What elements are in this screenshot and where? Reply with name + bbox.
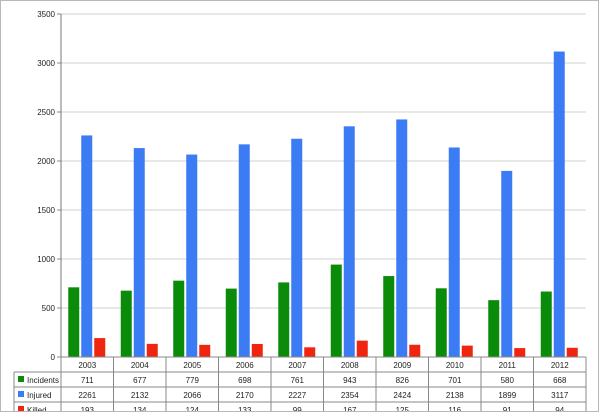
bar-incidents-2010 — [435, 288, 447, 357]
data-table-value: 134 — [133, 406, 147, 411]
bar-incidents-2008 — [330, 264, 342, 357]
data-table-value: 116 — [448, 406, 461, 411]
bar-killed-2011 — [514, 348, 526, 357]
y-tick-label: 2500 — [37, 108, 55, 117]
x-category-label: 2008 — [341, 361, 359, 370]
x-category-label: 2011 — [499, 361, 517, 370]
data-table-value: 701 — [448, 376, 462, 385]
bar-incidents-2009 — [383, 276, 395, 357]
data-table-value: 698 — [238, 376, 252, 385]
y-tick-label: 3500 — [37, 10, 55, 19]
data-table-value: 193 — [81, 406, 95, 411]
data-table-value: 2261 — [78, 391, 96, 400]
bar-killed-2009 — [409, 344, 421, 357]
data-table-value: 943 — [343, 376, 357, 385]
data-table-value: 1899 — [498, 391, 516, 400]
bar-injured-2005 — [186, 154, 198, 357]
x-category-label: 2007 — [288, 361, 306, 370]
y-tick-label: 3000 — [37, 59, 55, 68]
data-table-value: 2227 — [288, 391, 306, 400]
legend-key-incidents — [18, 376, 24, 382]
bar-injured-2007 — [291, 138, 303, 357]
x-category-label: 2003 — [78, 361, 96, 370]
data-table-value: 94 — [555, 406, 564, 411]
x-category-label: 2006 — [236, 361, 254, 370]
legend-label: Injured — [27, 391, 51, 400]
bar-killed-2003 — [94, 338, 106, 357]
data-table-value: 677 — [133, 376, 147, 385]
data-table-value: 580 — [501, 376, 515, 385]
data-table-value: 125 — [396, 406, 410, 411]
bar-incidents-2007 — [278, 282, 290, 357]
x-category-label: 2005 — [183, 361, 201, 370]
y-tick-label: 0 — [51, 353, 56, 362]
bar-injured-2010 — [448, 147, 460, 357]
data-table-value: 711 — [81, 376, 94, 385]
bar-incidents-2003 — [68, 287, 80, 357]
x-category-label: 2012 — [551, 361, 569, 370]
x-category-label: 2010 — [446, 361, 464, 370]
bar-incidents-2011 — [488, 300, 500, 357]
data-table-value: 668 — [553, 376, 567, 385]
bar-incidents-2004 — [120, 290, 132, 357]
data-table-value: 2424 — [393, 391, 411, 400]
data-table-value: 124 — [186, 406, 200, 411]
bar-killed-2010 — [461, 345, 473, 357]
bar-injured-2008 — [343, 126, 355, 357]
x-category-label: 2004 — [131, 361, 149, 370]
bar-injured-2004 — [133, 148, 145, 357]
data-table-value: 91 — [503, 406, 512, 411]
y-tick-label: 1500 — [37, 206, 55, 215]
legend-key-injured — [18, 391, 24, 397]
data-table-value: 826 — [396, 376, 410, 385]
y-tick-label: 500 — [42, 304, 56, 313]
bar-injured-2012 — [553, 51, 565, 358]
legend-key-killed — [18, 406, 24, 412]
bar-killed-2012 — [566, 347, 578, 357]
bar-killed-2008 — [356, 340, 368, 357]
data-table-value: 2138 — [446, 391, 464, 400]
data-table-value: 167 — [343, 406, 357, 411]
legend-label: Killed — [27, 406, 47, 411]
bar-killed-2004 — [146, 343, 158, 357]
y-tick-label: 2000 — [37, 157, 55, 166]
data-table-value: 133 — [238, 406, 252, 411]
data-table-value: 99 — [293, 406, 302, 411]
bar-injured-2011 — [501, 170, 513, 357]
data-table-value: 2170 — [236, 391, 254, 400]
data-table-value: 2066 — [183, 391, 201, 400]
data-table-value: 2132 — [131, 391, 149, 400]
bar-injured-2003 — [81, 135, 93, 357]
bar-incidents-2012 — [540, 291, 552, 357]
bar-incidents-2005 — [173, 280, 185, 357]
bar-killed-2005 — [199, 344, 211, 357]
data-table-value: 761 — [291, 376, 305, 385]
bar-incidents-2006 — [225, 288, 237, 357]
bar-injured-2006 — [238, 144, 250, 357]
bar-injured-2009 — [396, 119, 408, 357]
y-tick-label: 1000 — [37, 255, 55, 264]
x-category-label: 2009 — [393, 361, 411, 370]
data-table-value: 3117 — [551, 391, 569, 400]
data-table-value: 779 — [186, 376, 200, 385]
legend-label: Incidents — [27, 376, 59, 385]
bar-killed-2006 — [251, 343, 263, 357]
data-table-value: 2354 — [341, 391, 359, 400]
bar-killed-2007 — [304, 347, 316, 357]
